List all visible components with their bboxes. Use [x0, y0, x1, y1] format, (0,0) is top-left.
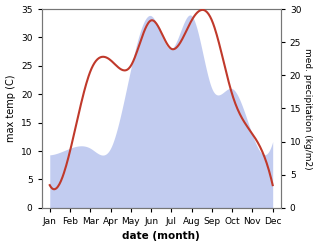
X-axis label: date (month): date (month) — [122, 231, 200, 242]
Y-axis label: max temp (C): max temp (C) — [5, 75, 16, 142]
Y-axis label: med. precipitation (kg/m2): med. precipitation (kg/m2) — [303, 48, 313, 169]
